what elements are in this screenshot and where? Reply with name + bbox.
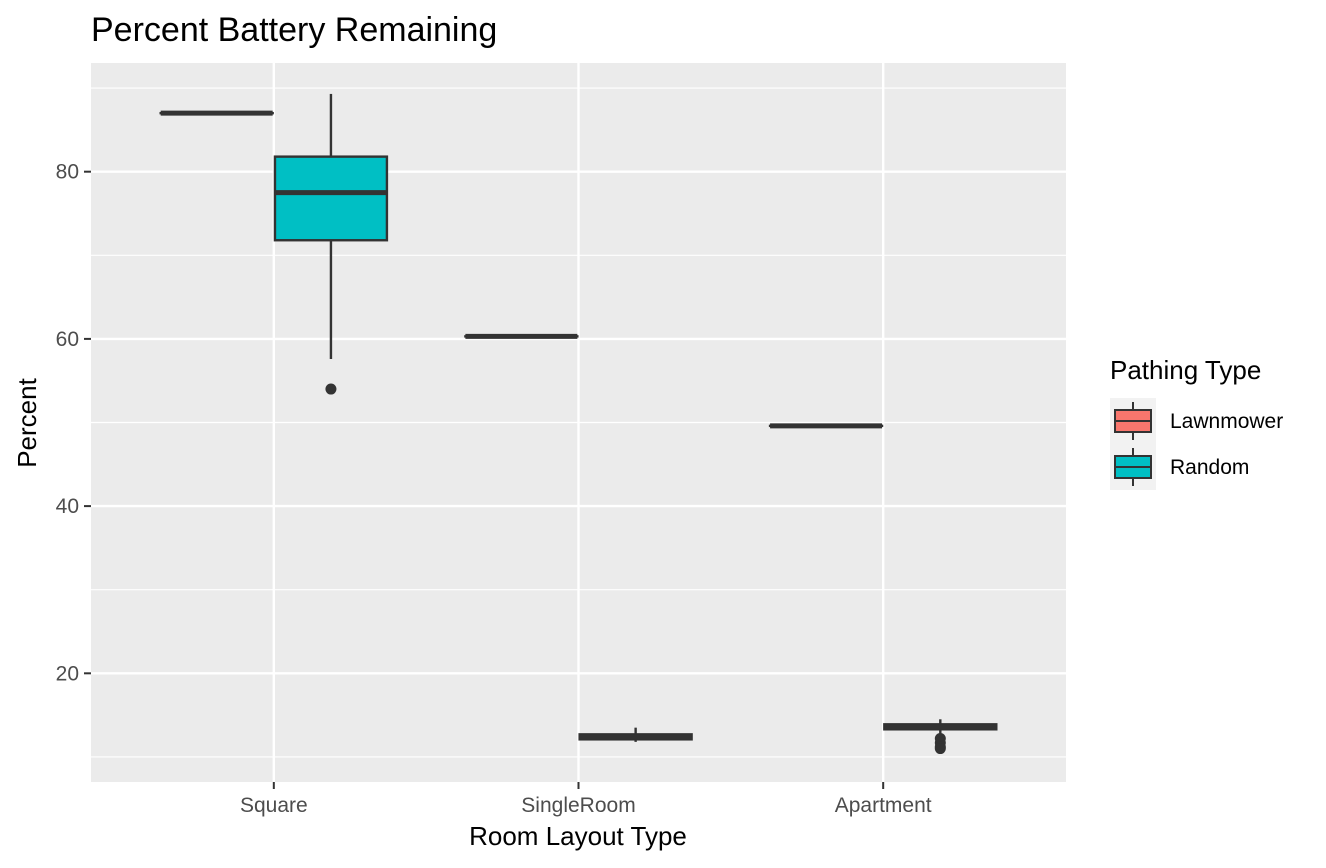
x-axis-label: Room Layout Type: [469, 821, 687, 851]
outlier-point: [325, 383, 337, 395]
box-body: [273, 155, 389, 242]
axes: 20 40 60 80 Square SingleRoom Apartment: [56, 161, 932, 817]
legend-label: Lawnmower: [1170, 410, 1283, 433]
gridlines: [91, 63, 1066, 782]
y-tick-label: 20: [56, 662, 79, 685]
y-axis-label: Percent: [12, 377, 42, 467]
boxes: [159, 93, 998, 755]
x-tick-label: SingleRoom: [521, 794, 635, 817]
legend-item-lawnmower: Lawnmower: [1110, 398, 1283, 444]
x-tick-label: Square: [240, 794, 308, 817]
chart-title: Percent Battery Remaining: [91, 11, 497, 49]
box-random-singleroom: [578, 727, 693, 742]
legend: Pathing Type Lawnmower Random: [1110, 355, 1283, 490]
y-tick-label: 60: [56, 328, 79, 351]
box-random-apartment: [883, 719, 998, 755]
x-tick-label: Apartment: [835, 794, 932, 817]
outlier-point: [934, 743, 946, 755]
y-tick-label: 80: [56, 161, 79, 184]
box-random-square: [273, 93, 389, 395]
y-tick-label: 40: [56, 495, 79, 518]
legend-item-random: Random: [1110, 444, 1249, 490]
legend-title: Pathing Type: [1110, 355, 1261, 385]
legend-label: Random: [1170, 456, 1249, 479]
